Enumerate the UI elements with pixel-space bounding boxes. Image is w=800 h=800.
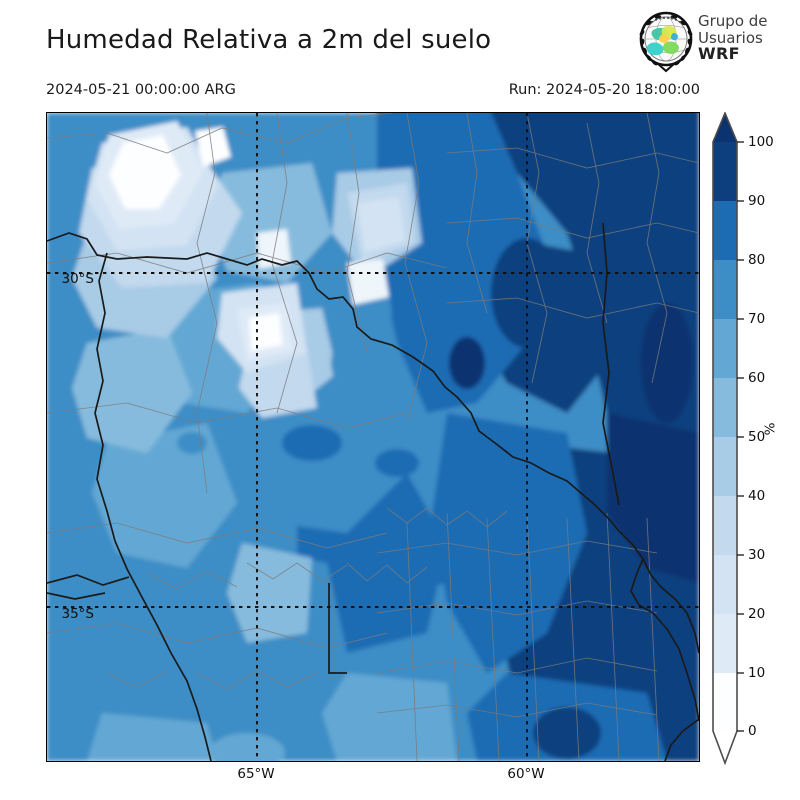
lat-label-30s: 30°S [61,271,95,287]
lat-label-35s: 35°S [61,606,95,622]
colorbar-tick-50: 50 [748,429,766,445]
logo-line-3: WRF [698,44,740,63]
colorbar-tick-80: 80 [748,252,766,268]
colorbar-tick-0: 0 [748,723,757,739]
colorbar-tick-60: 60 [748,370,766,386]
relative-humidity-heatmap [47,113,699,761]
wrf-user-group-logo: Grupo de Usuarios WRF [637,11,797,73]
wrf-globe-laurel-emblem [639,11,693,73]
page-title: Humedad Relativa a 2m del suelo [46,25,492,55]
colorbar-swatches [712,112,744,766]
colorbar-tick-20: 20 [748,606,766,622]
map-plot-area[interactable] [46,112,700,762]
logo-line-1: Grupo de [698,12,768,30]
lon-label-65w: 65°W [237,766,275,782]
colorbar[interactable]: 100 90 80 70 60 50 40 30 20 10 0 [712,112,800,772]
logo-line-2: Usuarios [698,28,763,47]
colorbar-tick-100: 100 [748,134,774,150]
valid-time-label: 2024-05-21 00:00:00 ARG [46,82,236,98]
run-time-label: Run: 2024-05-20 18:00:00 [508,82,700,98]
logo-text-block: Grupo de Usuarios WRF [698,13,798,63]
colorbar-tick-30: 30 [748,547,766,563]
colorbar-tick-70: 70 [748,311,766,327]
lon-label-60w: 60°W [507,766,545,782]
colorbar-tick-10: 10 [748,665,766,681]
colorbar-tick-90: 90 [748,193,766,209]
colorbar-tick-40: 40 [748,488,766,504]
colorbar-unit-label: % [762,422,779,436]
